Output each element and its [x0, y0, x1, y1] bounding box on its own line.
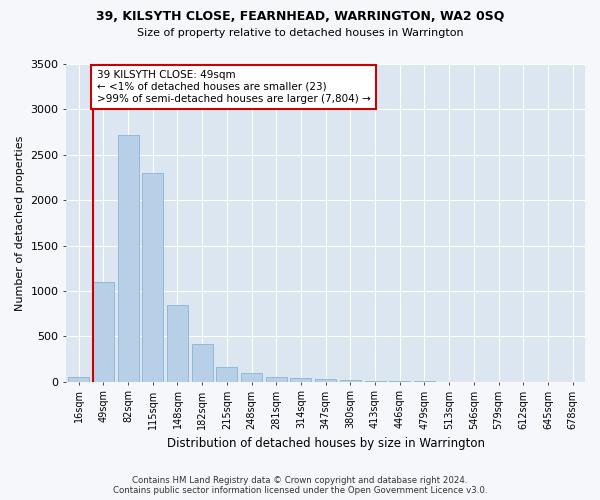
Bar [266, 376, 287, 382]
Bar [290, 378, 311, 382]
Text: Size of property relative to detached houses in Warrington: Size of property relative to detached ho… [137, 28, 463, 38]
Text: 39, KILSYTH CLOSE, FEARNHEAD, WARRINGTON, WA2 0SQ: 39, KILSYTH CLOSE, FEARNHEAD, WARRINGTON… [96, 10, 504, 23]
Bar [217, 367, 238, 382]
Text: Contains HM Land Registry data © Crown copyright and database right 2024.
Contai: Contains HM Land Registry data © Crown c… [113, 476, 487, 495]
Bar [93, 282, 114, 382]
Bar [68, 377, 89, 382]
Bar [340, 380, 361, 382]
Bar [241, 374, 262, 382]
Bar [191, 344, 212, 382]
Text: 39 KILSYTH CLOSE: 49sqm
← <1% of detached houses are smaller (23)
>99% of semi-d: 39 KILSYTH CLOSE: 49sqm ← <1% of detache… [97, 70, 370, 104]
Bar [167, 304, 188, 382]
Bar [315, 380, 336, 382]
Bar [118, 135, 139, 382]
Bar [365, 381, 386, 382]
X-axis label: Distribution of detached houses by size in Warrington: Distribution of detached houses by size … [167, 437, 485, 450]
Bar [142, 173, 163, 382]
Y-axis label: Number of detached properties: Number of detached properties [15, 135, 25, 310]
